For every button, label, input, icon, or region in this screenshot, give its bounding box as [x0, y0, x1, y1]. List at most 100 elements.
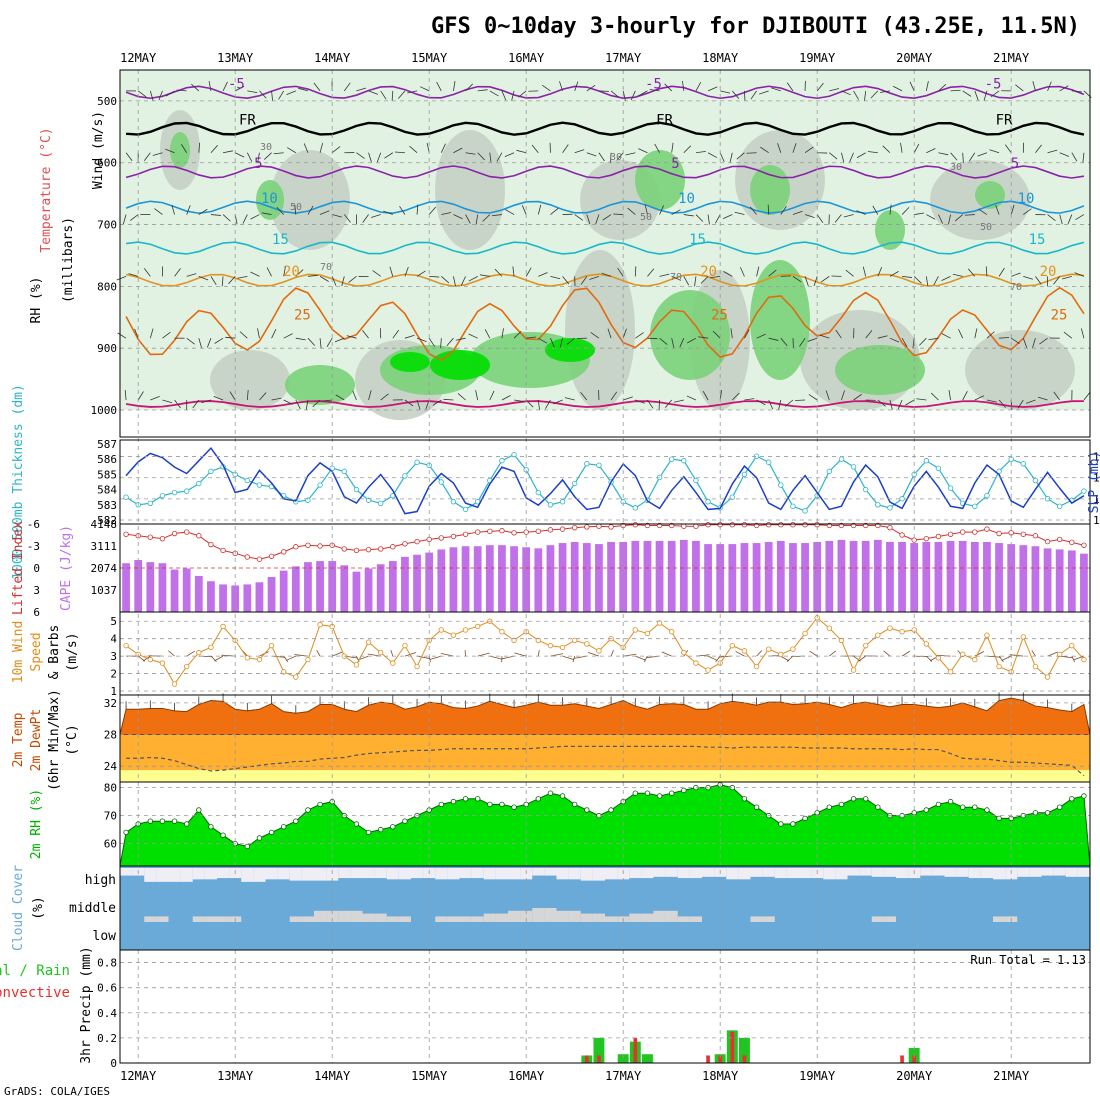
wind10m-line-point	[693, 660, 699, 666]
rh-area	[210, 350, 290, 410]
wind-barb	[475, 390, 479, 401]
wind-barb	[368, 390, 372, 401]
y-axis-label: SLP (mb)	[1087, 451, 1100, 514]
wind-barb	[889, 204, 892, 215]
cape-bar	[510, 546, 518, 612]
cloud-gray-bar	[386, 916, 399, 922]
thickness-line-point	[547, 502, 554, 508]
wind-barb	[152, 152, 163, 156]
wind-barb	[208, 81, 212, 91]
panel-frame-precip	[119, 949, 1091, 1064]
wind-barb	[489, 152, 492, 163]
wind-barb	[513, 330, 522, 339]
wind10m-barb	[858, 655, 866, 662]
cape-bar	[1007, 544, 1016, 612]
wind10m-barb	[489, 655, 503, 660]
wind-barb	[841, 152, 845, 163]
wind-barb	[574, 149, 585, 154]
y-tick-label: 1000	[91, 404, 118, 417]
wind-barb	[695, 214, 704, 222]
wind-barb	[489, 90, 499, 97]
cloud-gray-bar	[532, 908, 545, 922]
lifted-index-line-point	[305, 542, 311, 548]
rh2m-point	[159, 818, 166, 824]
thickness-line-point	[753, 453, 760, 459]
y-axis-label: Cloud Cover	[11, 865, 26, 951]
cape-bar	[570, 541, 579, 612]
thickness-line-point	[499, 458, 505, 464]
run-total-label: Run Total = 1.13	[970, 953, 1086, 967]
wind-barb	[283, 266, 286, 277]
y-axis-label: RH (%)	[29, 277, 44, 324]
cloud-high-gap	[653, 868, 666, 877]
wind-barb	[720, 90, 731, 94]
lifted-index-line-point	[511, 530, 517, 536]
wind-barb	[714, 214, 721, 224]
wind-barb	[816, 82, 824, 92]
date-label-top: 20MAY	[896, 51, 933, 65]
wind-barb	[673, 399, 684, 403]
precip-total-bar	[641, 1054, 653, 1063]
wind-barb	[909, 81, 915, 92]
rh2m-point	[1069, 796, 1075, 802]
y-axis-label: & Barbs	[47, 625, 62, 680]
wind-barb	[116, 275, 127, 281]
cloud-high-gap	[689, 868, 702, 879]
wind-barb	[428, 337, 435, 347]
wind10m-barb	[214, 655, 224, 662]
precip-conv-bar	[584, 1055, 589, 1063]
wind10m-barb	[780, 655, 790, 662]
wind-barb	[889, 399, 893, 410]
lifted-index-line-point	[972, 529, 978, 535]
cloud-high-gap	[1017, 868, 1030, 877]
wind-barb	[707, 152, 718, 158]
cloud-high-gap	[871, 868, 884, 877]
lifted-index-line-point	[935, 533, 942, 540]
cloud-high-gap	[738, 868, 751, 880]
rh2m-point	[923, 807, 930, 813]
wind-barb	[926, 148, 936, 154]
rh2m-point	[474, 796, 481, 802]
rh2m-point	[487, 801, 493, 808]
rh2m-point	[741, 796, 748, 802]
wind-barb	[496, 152, 503, 162]
y-tick-label: 80	[104, 782, 117, 795]
wind-barb	[511, 90, 515, 101]
wind-barb	[580, 391, 588, 401]
wind-barb	[952, 273, 963, 277]
wind-barb	[804, 146, 814, 154]
wind-barb	[785, 399, 794, 407]
wind-barb	[574, 214, 584, 221]
wind10m-line-point	[1056, 651, 1063, 658]
wind-barb	[1032, 338, 1036, 348]
wind-barb	[683, 276, 690, 286]
thickness-line	[125, 453, 1085, 512]
axis-labels: 12MAY 12MAY 13MAY 13MAY 14MAY 14MAY 15MAY 15MAY…	[0, 51, 1100, 1083]
date-label-top: 14MAY	[314, 51, 351, 65]
wind-barb	[985, 266, 988, 277]
cloud-gray-bar	[641, 913, 654, 922]
cape-bar	[498, 545, 506, 612]
wind-barb	[165, 148, 175, 154]
wind10m-line-point	[317, 622, 323, 628]
wind-barb	[542, 84, 551, 92]
wind-barb	[617, 267, 624, 277]
wind10m-barb	[316, 650, 321, 657]
wind-barb	[383, 210, 393, 215]
cloud-high-gap	[544, 868, 557, 876]
lifted-index-line-point	[996, 530, 1002, 537]
cape-bar	[946, 540, 955, 612]
wind-barb	[416, 399, 421, 410]
wind-barb	[933, 276, 939, 286]
cloud-high-gap	[835, 868, 848, 880]
wind-barb	[404, 334, 415, 339]
rh2m-point	[899, 812, 905, 819]
rh2m-point	[1056, 804, 1063, 810]
wind10m-line-point	[875, 632, 881, 638]
rh2m-point	[935, 801, 942, 808]
lifted-index-line-point	[487, 528, 493, 535]
cape-bar	[801, 543, 809, 612]
cloud-gray-bar	[568, 910, 581, 922]
wind-barb	[404, 266, 409, 277]
rh2m-point	[656, 793, 663, 799]
